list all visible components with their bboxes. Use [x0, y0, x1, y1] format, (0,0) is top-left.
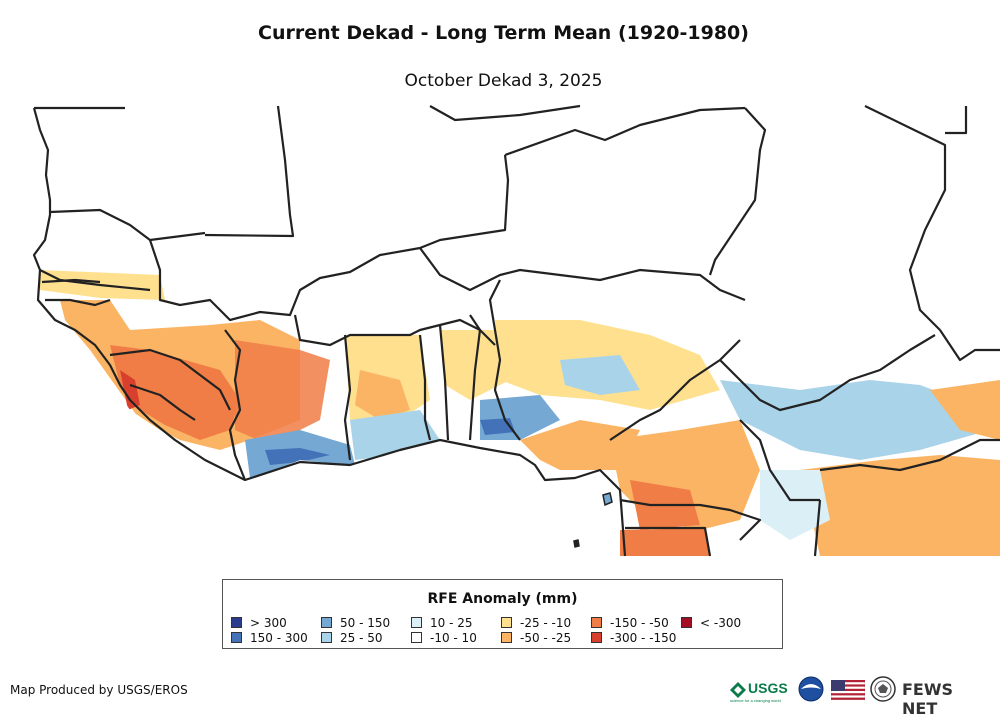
map-subtitle: October Dekad 3, 2025	[404, 71, 603, 91]
bioko-island	[602, 492, 613, 507]
coastline	[32, 107, 627, 557]
anomaly-guinea-strong	[110, 345, 240, 440]
border-gambia	[41, 278, 101, 284]
legend-swatch	[411, 632, 422, 643]
anomaly-ethiopia-orange	[930, 380, 1000, 440]
border-benin	[468, 314, 482, 441]
legend-label: < -300	[700, 616, 742, 630]
country-borders	[32, 104, 1000, 557]
border-eq-guinea	[625, 526, 712, 557]
border-chad-libya	[708, 107, 767, 276]
border-burkina	[293, 314, 496, 347]
border-ghana-west	[343, 334, 352, 461]
border-ghana-east	[418, 334, 432, 441]
legend-label: 150 - 300	[250, 631, 308, 645]
map-title: Current Dekad - Long Term Mean (1920-198…	[258, 22, 749, 44]
border-car-congo	[813, 499, 822, 557]
us-flag-icon	[831, 680, 865, 700]
border-mali-mauritania	[148, 239, 421, 322]
map-legend: RFE Anomaly (mm) > 300 150 - 300 50 - 15…	[222, 579, 783, 649]
border-cote-divoire-west	[224, 329, 247, 481]
border-algeria-niger-south	[419, 154, 510, 250]
border-guinea	[109, 348, 231, 411]
border-senegal	[39, 269, 151, 292]
legend-label: 50 - 150	[340, 616, 391, 630]
border-cameroon-south	[619, 498, 762, 541]
legend-swatch	[321, 617, 332, 628]
anomaly-gabon-strong	[620, 528, 710, 556]
noaa-logo-icon	[798, 676, 824, 702]
legend-label: -50 - -25	[520, 631, 572, 645]
anomaly-fields	[34, 250, 1000, 556]
legend-title: RFE Anomaly (mm)	[427, 591, 578, 607]
anomaly-cote-divoire-orange	[235, 340, 330, 445]
border-sudan-chad	[864, 105, 947, 331]
anomaly-liberia-red	[120, 370, 140, 410]
border-nigeria	[488, 279, 521, 441]
anomaly-chad-blue	[720, 380, 990, 460]
islands	[573, 492, 613, 548]
fews-net-wordmark: FEWS NET	[902, 680, 954, 718]
border-sierra-leone	[129, 383, 196, 421]
legend-label: -25 - -10	[520, 616, 572, 630]
border-togo	[438, 324, 450, 441]
legend-swatch	[591, 632, 602, 643]
legend-label: 25 - 50	[340, 631, 383, 645]
legend-label: -10 - 10	[430, 631, 477, 645]
anomaly-car-light	[760, 470, 830, 540]
rainfall-anomaly-map	[32, 104, 1000, 557]
legend-swatch	[681, 617, 692, 628]
sao-tome-island	[573, 539, 580, 548]
border-mali-algeria	[204, 105, 295, 238]
legend-swatch	[321, 632, 332, 643]
legend-label: 10 - 25	[430, 616, 473, 630]
usgs-wordmark: USGS	[748, 680, 788, 696]
border-mauritania	[49, 208, 206, 242]
legend-swatch	[411, 617, 422, 628]
legend-swatch	[501, 632, 512, 643]
border-egypt-sudan	[945, 106, 968, 135]
legend-swatch	[591, 617, 602, 628]
anomaly-car-orange	[800, 455, 1000, 556]
legend-swatch	[231, 632, 242, 643]
anomaly-ivory-dark-blue	[265, 448, 330, 465]
legend-label: -300 - -150	[610, 631, 677, 645]
border-south-sudan	[939, 329, 1000, 362]
state-department-seal-icon	[870, 676, 896, 702]
usgs-logo-icon: USGS science for a changing world	[730, 680, 788, 703]
legend-label: > 300	[250, 616, 287, 630]
legend-swatch	[231, 617, 242, 628]
map-credit: Map Produced by USGS/EROS	[10, 683, 188, 697]
border-nigeria-cameroon	[609, 339, 741, 441]
border-chad-nigeria	[719, 334, 936, 412]
border-car-sudan	[819, 438, 1000, 472]
legend-swatch	[501, 617, 512, 628]
border-niger-algeria	[429, 104, 581, 122]
legend-label: -150 - -50	[610, 616, 669, 630]
anomaly-ghana-orange	[355, 370, 410, 420]
border-niger-mali	[419, 247, 746, 302]
anomaly-nigeria-south-orange	[520, 420, 640, 470]
border-niger-libya	[504, 106, 746, 157]
border-guinea-bissau	[45, 298, 111, 307]
anomaly-nigeria-light-blue	[560, 355, 640, 395]
border-chad-car	[739, 419, 820, 502]
usgs-tagline: science for a changing world	[730, 698, 781, 703]
